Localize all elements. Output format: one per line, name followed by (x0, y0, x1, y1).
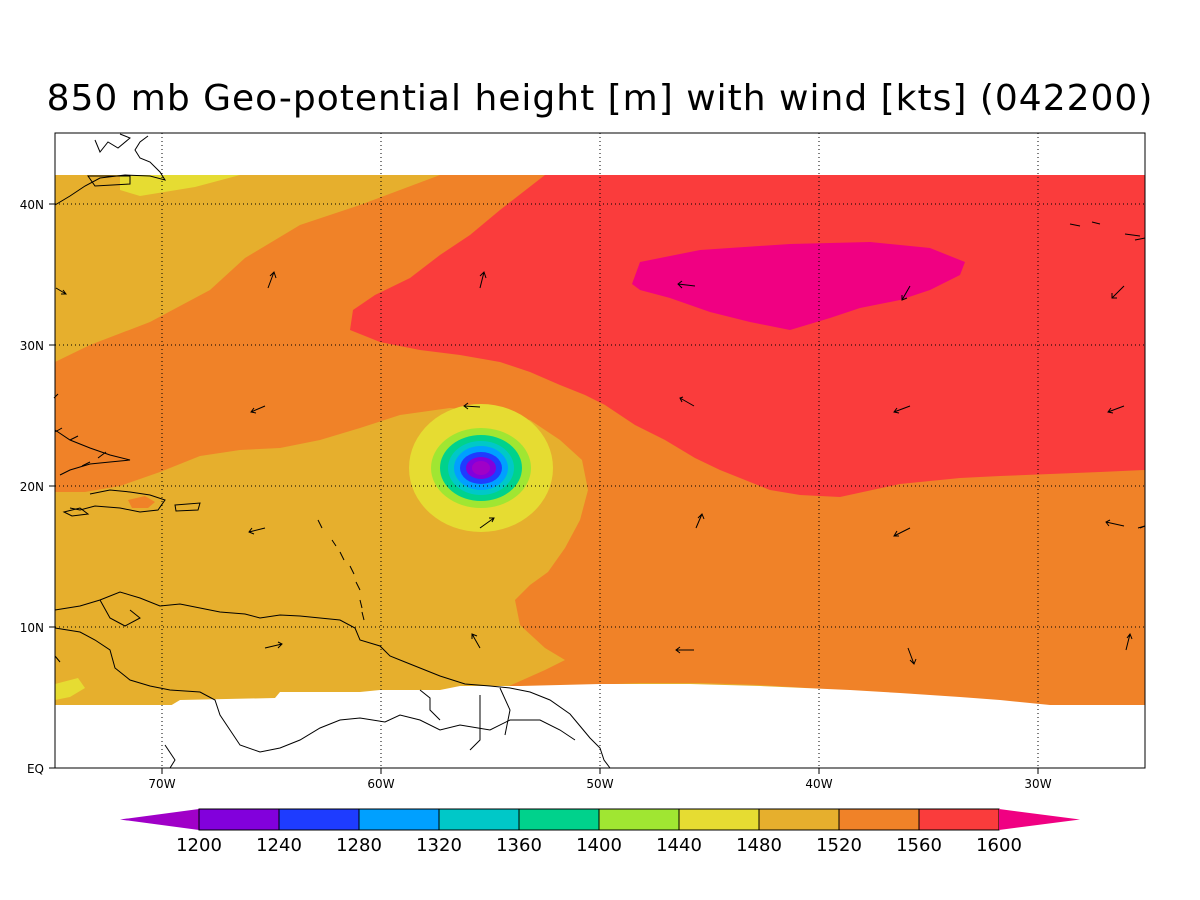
cuba (54, 429, 131, 476)
wind-arrow (901, 285, 911, 301)
wind-arrow (1105, 519, 1125, 527)
colorbar-label: 1520 (816, 835, 862, 856)
us-coastline (54, 135, 167, 206)
colorbar-segment (438, 808, 520, 831)
wind-arrow (679, 396, 695, 407)
colorbar-segment (278, 808, 360, 831)
y-tick-label: 30N (20, 339, 44, 353)
colorbar-label: 1280 (336, 835, 382, 856)
wind-arrow (695, 513, 705, 529)
colorbar-segment (598, 808, 680, 831)
colorbar-label: 1480 (736, 835, 782, 856)
colorbar-min-arrow (120, 809, 199, 830)
wind-arrow (1137, 525, 1146, 529)
contour-1200 (472, 461, 490, 475)
wind-arrow (479, 271, 487, 289)
colorbar-label: 1200 (176, 835, 222, 856)
colorbar-segment (918, 808, 1000, 831)
south-america (54, 591, 611, 769)
lesser-antilles (317, 519, 365, 621)
colorbar-label: 1400 (576, 835, 622, 856)
x-tick-label: 30W (1024, 777, 1051, 791)
wind-arrow (463, 402, 481, 410)
colorbar-label: 1560 (896, 835, 942, 856)
wind-arrow (267, 271, 277, 289)
puerto-rico (174, 502, 201, 512)
wind-arrow (675, 646, 694, 654)
graticule (55, 133, 1145, 768)
field-1480-region (120, 175, 240, 196)
y-tick-label: 40N (20, 198, 44, 212)
colorbar-label: 1360 (496, 835, 542, 856)
wind-arrow (677, 280, 696, 289)
colorbar-label: 1600 (976, 835, 1022, 856)
hispaniola (69, 489, 166, 513)
y-tick-label: EQ (27, 762, 44, 776)
x-tick-label: 70W (148, 777, 175, 791)
colorbar (120, 808, 1080, 831)
map-title: 850 mb Geo-potential height [m] with win… (46, 78, 1154, 119)
wind-arrow (1111, 285, 1125, 299)
wind-arrow (264, 641, 283, 649)
jamaica (62, 507, 90, 517)
colorbar-segment (838, 808, 920, 831)
wind-arrow (248, 527, 266, 535)
y-tick-label: 20N (20, 480, 44, 494)
coastlines (54, 133, 1146, 769)
bahamas (54, 427, 107, 467)
wind-arrow (893, 527, 911, 537)
colorbar-segment (198, 808, 280, 831)
x-axis (161, 768, 1039, 774)
colorbar-label: 1240 (256, 835, 302, 856)
colorbar-segment (358, 808, 440, 831)
x-tick-label: 50W (586, 777, 613, 791)
x-tick-label: 60W (367, 777, 394, 791)
wind-arrow (893, 405, 911, 414)
colorbar-segment (518, 808, 600, 831)
field-1640-region (632, 242, 965, 330)
colorbar-segment (758, 808, 840, 831)
field-1560-region (128, 496, 155, 508)
field-1480-region (55, 678, 85, 700)
low-pressure-center (409, 404, 553, 532)
wind-arrow (907, 647, 917, 665)
wind-arrow (1125, 632, 1133, 651)
colorbar-segment (678, 808, 760, 831)
wind-arrow (250, 405, 266, 414)
wind-arrow (479, 517, 495, 529)
colorbar-max-arrow (999, 809, 1080, 830)
wind-arrow (55, 287, 67, 295)
y-tick-label: 10N (20, 621, 44, 635)
colorbar-labels: 1200 1240 1280 1320 1360 1400 1440 1480 … (176, 835, 1022, 856)
x-tick-label: 40W (805, 777, 832, 791)
map-panel (53, 132, 1146, 769)
wind-arrow (471, 633, 481, 649)
colorbar-label: 1440 (656, 835, 702, 856)
wind-vectors (53, 271, 1146, 665)
colorbar-label: 1320 (416, 835, 462, 856)
wind-arrow (54, 655, 61, 663)
y-axis (49, 203, 55, 769)
wind-arrow (1107, 405, 1125, 414)
